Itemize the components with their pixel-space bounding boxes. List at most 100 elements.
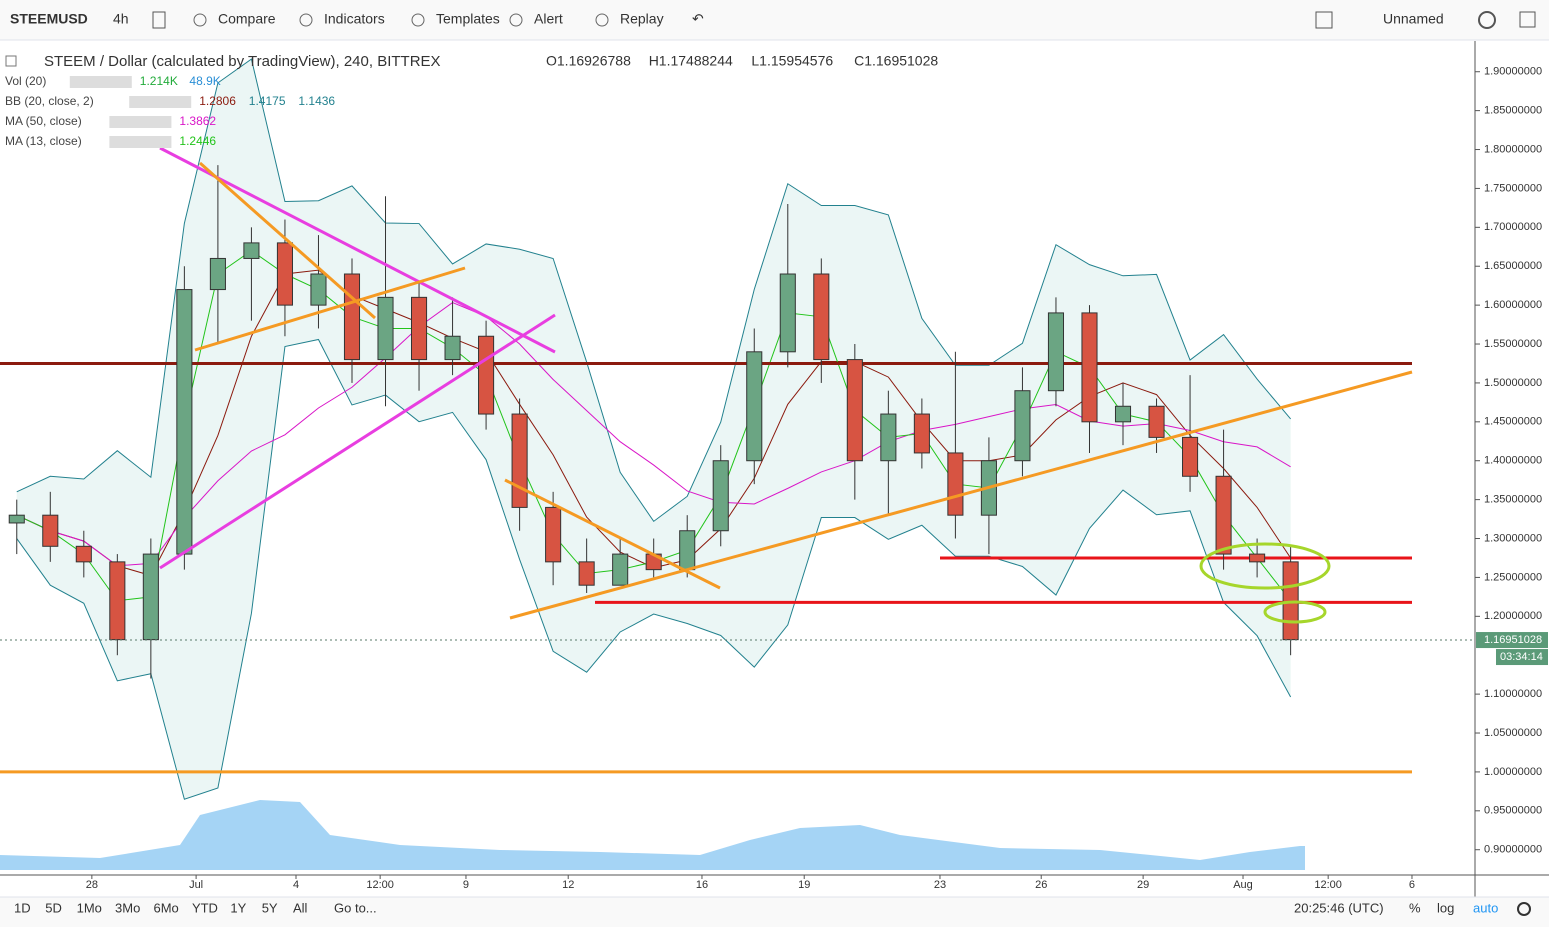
fullscreen-checkbox[interactable] xyxy=(1315,11,1333,29)
indicator-controls[interactable] xyxy=(109,136,172,148)
price-tick-label: 1.60000000 xyxy=(1484,299,1542,311)
candle-body xyxy=(578,561,595,586)
chart-style-icon[interactable] xyxy=(152,11,166,29)
drawings xyxy=(159,146,1413,624)
candle-body xyxy=(511,413,528,508)
symbol[interactable]: STEEMUSD xyxy=(10,11,88,27)
ohlc-value: H1.17488244 xyxy=(649,53,733,69)
candle-body xyxy=(1014,390,1031,462)
time-tick-label: 12:00 xyxy=(1314,879,1342,891)
time-tick-label: 16 xyxy=(696,879,708,891)
candle-body xyxy=(176,289,193,555)
last-price-label: 1.16951028 xyxy=(1484,634,1542,646)
range-button[interactable]: 1D xyxy=(14,900,31,915)
goto-button[interactable]: Go to... xyxy=(334,900,377,915)
toolbar-button[interactable]: Compare xyxy=(218,11,276,27)
candle-body xyxy=(209,257,226,291)
time-tick-label: 12 xyxy=(562,879,574,891)
candle-body xyxy=(343,273,361,361)
clock: 20:25:46 (UTC) xyxy=(1294,900,1384,915)
ohlc-value: L1.15954576 xyxy=(751,53,833,69)
bollinger-lower xyxy=(16,338,1292,800)
trend-line xyxy=(194,266,466,352)
toolbar-icon[interactable] xyxy=(411,13,425,27)
toolbar-button[interactable]: Templates xyxy=(436,11,500,27)
indicator-value: 48.9K xyxy=(189,74,220,88)
bollinger-upper xyxy=(16,58,1292,523)
time-tick-label: 12:00 xyxy=(366,879,394,891)
candle-body xyxy=(1114,405,1132,423)
candle-body xyxy=(444,335,461,361)
toolbar-button[interactable]: Replay xyxy=(620,11,664,27)
range-button[interactable]: 1Mo xyxy=(77,900,102,915)
toolbar-icon[interactable] xyxy=(509,13,523,27)
price-tick-label: 1.05000000 xyxy=(1484,727,1542,739)
time-tick-label: 9 xyxy=(463,879,469,891)
price-tick-label: 1.90000000 xyxy=(1484,66,1542,78)
candle-body xyxy=(712,460,729,532)
price-tick-label: 1.70000000 xyxy=(1484,221,1542,233)
scale-option[interactable]: log xyxy=(1437,900,1454,915)
candle-body xyxy=(310,273,327,306)
indicator-name: MA (13, close) xyxy=(5,134,82,148)
indicator-controls[interactable] xyxy=(109,116,172,128)
candle-body xyxy=(1148,405,1165,438)
ma-50 xyxy=(16,301,1291,567)
settings-icon[interactable] xyxy=(1478,11,1496,29)
toolbar-button[interactable]: Alert xyxy=(534,11,563,27)
candle-body xyxy=(612,553,629,586)
range-button[interactable]: All xyxy=(293,900,308,915)
range-button[interactable]: 1Y xyxy=(230,900,246,915)
time-tick-label: 26 xyxy=(1035,879,1047,891)
candle-body xyxy=(1215,475,1232,555)
candle-body xyxy=(42,514,59,547)
price-tick-label: 1.80000000 xyxy=(1484,143,1542,155)
countdown: 03:34:14 xyxy=(1500,651,1543,663)
toolbar-button[interactable]: Indicators xyxy=(324,11,385,27)
layout-name[interactable]: Unnamed xyxy=(1383,11,1444,27)
indicator-value: 1.4175 xyxy=(249,94,286,108)
price-tick-label: 1.10000000 xyxy=(1484,688,1542,700)
range-button[interactable]: 6Mo xyxy=(154,900,179,915)
candle-body xyxy=(8,514,25,524)
scale-option[interactable]: auto xyxy=(1473,900,1498,915)
toolbar-icon[interactable] xyxy=(299,13,313,27)
ohlc-value: O1.16926788 xyxy=(546,53,631,69)
indicator-controls[interactable] xyxy=(69,76,132,88)
candle-body xyxy=(109,561,126,641)
time-tick-label: 28 xyxy=(86,879,98,891)
time-tick-label: 19 xyxy=(798,879,810,891)
range-button[interactable]: 5Y xyxy=(262,900,278,915)
indicator-value: 1.3862 xyxy=(179,114,216,128)
interval[interactable]: 4h xyxy=(113,11,129,27)
candle-body xyxy=(1047,312,1065,392)
fullscreen-icon[interactable] xyxy=(1519,11,1536,28)
candle-body xyxy=(947,452,964,516)
candle-body xyxy=(1249,553,1266,563)
candle-body xyxy=(377,296,394,361)
undo[interactable]: ↶ xyxy=(692,11,704,27)
toolbar-icon[interactable] xyxy=(193,13,207,27)
candle-body xyxy=(1182,436,1199,477)
price-tick-label: 1.30000000 xyxy=(1484,532,1542,544)
candle-body xyxy=(545,506,562,563)
indicator-controls[interactable] xyxy=(129,96,192,108)
candle-body xyxy=(478,335,495,415)
time-tick-label: 6 xyxy=(1409,879,1415,891)
range-button[interactable]: YTD xyxy=(192,900,218,915)
candle-body xyxy=(243,242,260,259)
indicator-value: 1.214K xyxy=(140,74,178,88)
indicator-value: 1.2446 xyxy=(179,134,216,148)
trend-line xyxy=(159,146,556,354)
range-button[interactable]: 5D xyxy=(45,900,62,915)
scale-option[interactable]: % xyxy=(1409,900,1421,915)
time-tick-label: Aug xyxy=(1233,879,1253,891)
collapse-icon[interactable] xyxy=(5,55,17,67)
toolbar-icon[interactable] xyxy=(595,13,609,27)
chart-settings-icon[interactable] xyxy=(1517,902,1531,916)
indicator-value: 1.1436 xyxy=(298,94,335,108)
time-tick-label: 29 xyxy=(1137,879,1149,891)
price-tick-label: 1.25000000 xyxy=(1484,571,1542,583)
range-button[interactable]: 3Mo xyxy=(115,900,140,915)
